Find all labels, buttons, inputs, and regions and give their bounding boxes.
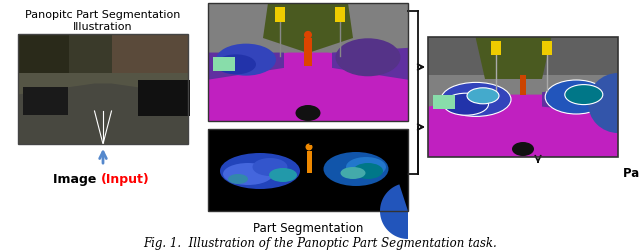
Ellipse shape (216, 55, 256, 75)
Bar (335, 8, 345, 23)
Ellipse shape (545, 81, 607, 115)
Polygon shape (332, 49, 408, 80)
Polygon shape (542, 83, 618, 115)
Ellipse shape (304, 32, 312, 40)
Ellipse shape (353, 163, 383, 179)
Ellipse shape (346, 158, 386, 177)
Ellipse shape (223, 163, 273, 185)
Bar (208, 4, 408, 121)
Ellipse shape (467, 88, 499, 104)
Ellipse shape (444, 94, 488, 116)
Text: Image: Image (53, 172, 101, 185)
Bar (428, 38, 618, 158)
Bar (428, 38, 618, 158)
Polygon shape (380, 185, 408, 239)
Bar (275, 8, 285, 23)
Ellipse shape (512, 142, 534, 156)
Polygon shape (208, 53, 408, 121)
Ellipse shape (335, 39, 401, 77)
Bar (213, 58, 235, 72)
Text: Fig. 1.  Illustration of the Panoptic Part Segmentation task.: Fig. 1. Illustration of the Panoptic Par… (143, 236, 497, 249)
Bar (520, 76, 526, 96)
Bar (542, 42, 552, 56)
Bar (433, 95, 455, 109)
Ellipse shape (216, 44, 276, 76)
Text: Part Segmentation: Part Segmentation (253, 221, 363, 234)
Bar (18, 35, 188, 144)
Ellipse shape (228, 174, 248, 184)
Bar (208, 4, 408, 121)
Polygon shape (476, 38, 552, 80)
Ellipse shape (441, 83, 511, 117)
Ellipse shape (323, 152, 388, 186)
Bar (111, 35, 188, 95)
Text: Panopitc Part Segmentation
Illustration: Panopitc Part Segmentation Illustration (26, 10, 180, 32)
Ellipse shape (340, 167, 365, 179)
Ellipse shape (564, 85, 603, 105)
Ellipse shape (296, 106, 321, 121)
Bar (428, 38, 618, 76)
Bar (490, 42, 500, 56)
Text: (Input): (Input) (101, 172, 150, 185)
Wedge shape (588, 74, 618, 134)
Bar (18, 73, 188, 95)
Ellipse shape (269, 168, 297, 182)
Polygon shape (263, 4, 353, 54)
Text: Panoptic Segmentation: Panoptic Segmentation (239, 132, 376, 144)
Bar (138, 81, 190, 117)
Ellipse shape (253, 158, 287, 176)
Text: Panoptic Part Segmentation: Panoptic Part Segmentation (623, 166, 640, 179)
Polygon shape (428, 95, 618, 158)
Bar (18, 35, 69, 90)
Bar (23, 87, 68, 115)
Ellipse shape (220, 153, 300, 189)
Bar (307, 151, 312, 173)
Ellipse shape (305, 144, 312, 151)
Bar (208, 130, 408, 211)
Bar (208, 130, 408, 211)
Polygon shape (208, 53, 284, 80)
Polygon shape (18, 84, 188, 144)
Bar (18, 35, 188, 84)
Bar (304, 39, 312, 67)
